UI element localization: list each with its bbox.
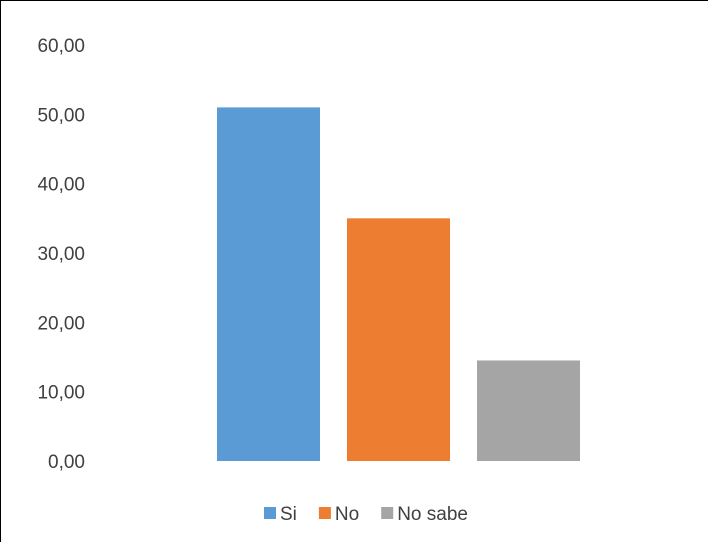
y-tick-label: 30,00: [37, 244, 85, 265]
y-tick-label: 10,00: [37, 383, 85, 404]
y-axis: 0,00 10,00 20,00 30,00 40,00 50,00 60,00: [37, 36, 85, 473]
bar-si: [217, 107, 320, 462]
y-tick-label: 0,00: [48, 452, 85, 473]
y-tick-label: 60,00: [37, 36, 85, 57]
bar-no-sabe: [477, 360, 580, 461]
legend-label: No: [335, 504, 359, 525]
legend-swatch: [381, 507, 394, 519]
y-tick-label: 20,00: [37, 313, 85, 334]
bar-no: [347, 218, 450, 461]
legend: Si No No sabe: [264, 504, 468, 525]
y-tick-label: 50,00: [37, 105, 85, 126]
legend-label: No sabe: [397, 504, 468, 525]
y-tick-label: 40,00: [37, 175, 85, 196]
legend-label: Si: [280, 504, 297, 525]
legend-swatch: [318, 507, 331, 519]
bars-group: [217, 107, 580, 462]
legend-swatch: [264, 507, 276, 519]
